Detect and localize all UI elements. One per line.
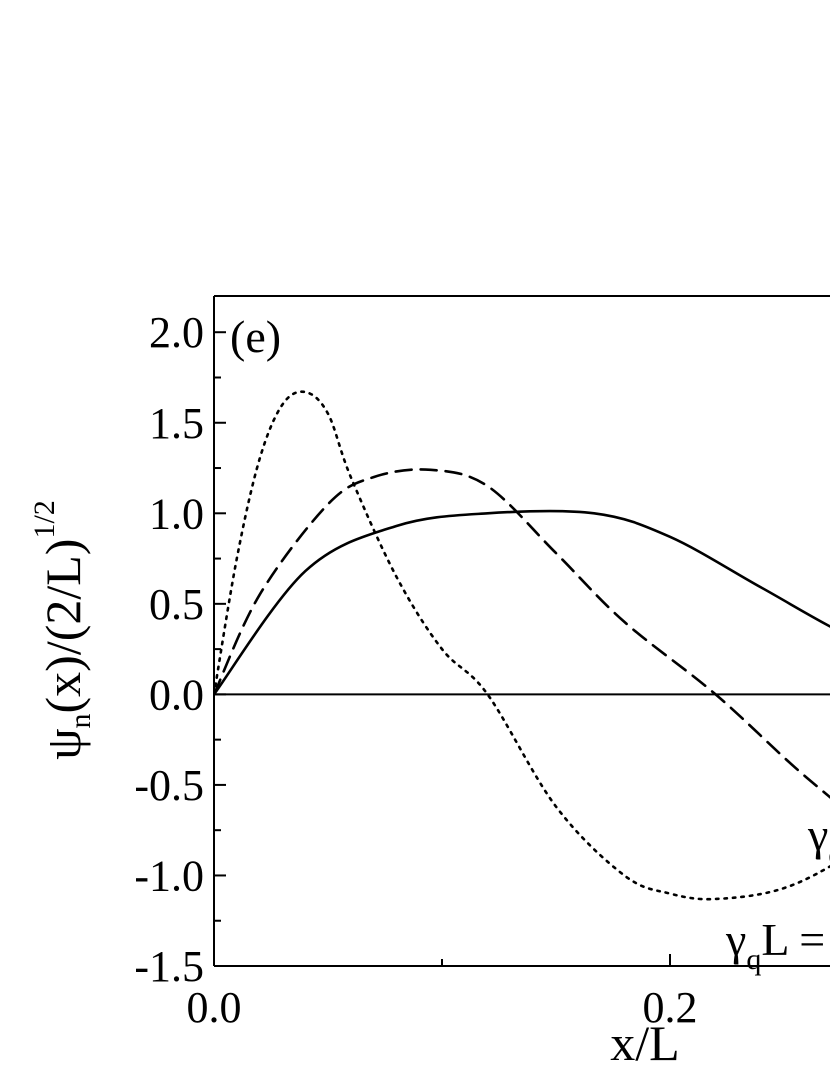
y-axis-title-sub: n	[64, 713, 97, 728]
x-axis-title: x/L	[610, 1015, 679, 1071]
y-axis-title-rest: (x)/(2/L)	[35, 539, 91, 714]
x-tick-label: 0.2	[643, 983, 698, 1032]
y-tick-label: 0.5	[149, 580, 204, 629]
y-tick-label: -0.5	[134, 761, 204, 810]
y-tick-label: 0.0	[149, 670, 204, 719]
y-axis-title-main: ψ	[35, 728, 91, 759]
y-axis-title-sup: 1/2	[28, 500, 61, 538]
y-tick-label: 2.0	[149, 308, 204, 357]
y-tick-label: 1.0	[149, 489, 204, 538]
y-tick-label: -1.5	[134, 942, 204, 991]
ticks-layer: -1.5-1.0-0.50.00.51.01.52.00.00.20.40.6	[134, 308, 698, 1032]
series-line-solid	[214, 509, 830, 696]
annotation-gamma-label: γqL =	[725, 914, 825, 976]
x-tick-label: 0.0	[187, 983, 242, 1032]
series-line-dashed	[214, 468, 830, 799]
y-tick-label: 1.5	[149, 399, 204, 448]
series-layer	[214, 390, 830, 901]
series-line-dotted	[214, 390, 830, 901]
y-axis-title: ψn(x)/(2/L)1/2	[28, 500, 97, 760]
annotation-layer: γqL = γq	[725, 809, 830, 976]
annotation-gamma-label: γq	[807, 809, 830, 871]
panel-label: (e)	[230, 311, 281, 362]
y-tick-label: -1.0	[134, 851, 204, 900]
